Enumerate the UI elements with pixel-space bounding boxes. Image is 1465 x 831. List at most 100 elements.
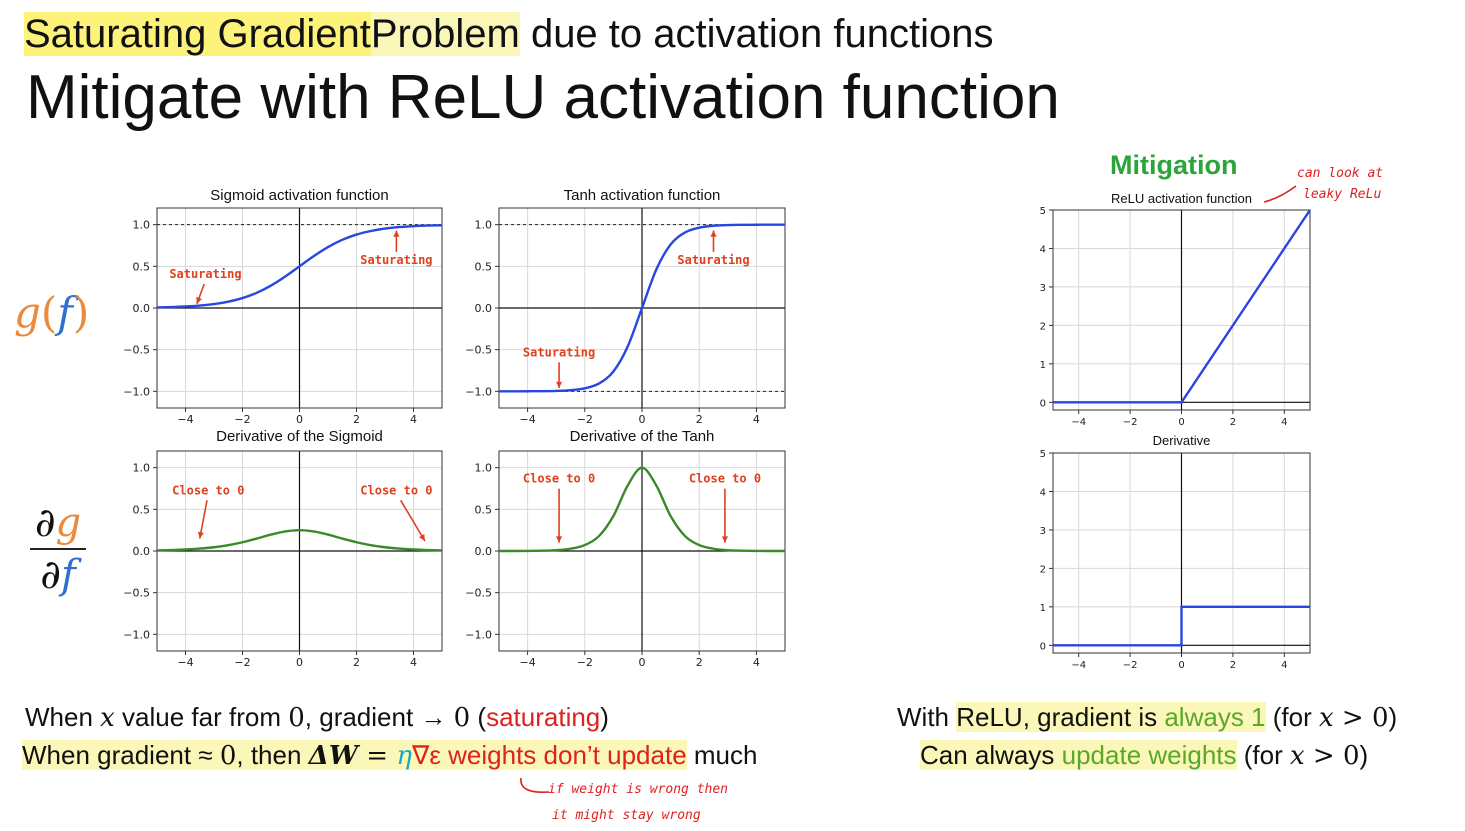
y-tick-label: 1.0 (475, 219, 493, 232)
y-tick-label: 0.5 (475, 260, 493, 273)
relu-note-stroke (1263, 185, 1297, 203)
title-rest: due to activation functions (519, 12, 994, 56)
y-tick-label: −0.5 (123, 587, 150, 600)
y-tick-label: 5 (1040, 206, 1046, 217)
y-tick-label: 2 (1040, 564, 1046, 575)
series-line (156, 528, 443, 552)
y-tick-label: 0.5 (133, 503, 151, 516)
x-tick-label: 2 (1230, 417, 1236, 428)
annotation-arrowhead (556, 381, 563, 388)
fraction-bar (30, 548, 86, 550)
annotation-label: Saturating (169, 267, 241, 281)
x-tick-label: 4 (753, 656, 760, 669)
y-tick-label: −0.5 (465, 344, 492, 357)
y-tick-label: 1 (1040, 360, 1046, 371)
annotation-arrowhead (197, 531, 204, 539)
slide-subtitle: Mitigate with ReLU activation function (26, 63, 1060, 132)
plot-frame (156, 207, 443, 409)
sigmoid-chart: −4 −2 0 2 4 −1.0 −0.5 0.0 0.5 1.0 Saturating Satura… (123, 207, 443, 426)
x-tick-label: −4 (1071, 660, 1086, 671)
bottom-note-line1: if weight is wrong then (548, 782, 729, 797)
bottom-note-line2: it might stay wrong (552, 808, 701, 823)
plot-title-tanh-derivative: Derivative of the Tanh (569, 428, 715, 445)
y-tick-label: −1.0 (465, 385, 492, 398)
y-tick-label: 0.5 (133, 260, 151, 273)
tanh-chart: −4 −2 0 2 4 −1.0 −0.5 0.0 0.5 1.0 Saturating Satura… (465, 207, 786, 426)
annotation-arrowhead (721, 536, 728, 543)
series-line (1053, 209, 1311, 404)
y-tick-label: −0.5 (123, 344, 150, 357)
bottom-right-line1: With ReLU, gradient is always 1 (for x >… (897, 702, 1398, 733)
annotation-label: Saturating (523, 345, 595, 359)
y-tick-label: 0 (1040, 398, 1046, 409)
relu-note-line1: can look at (1297, 166, 1384, 181)
plot-title-tanh: Tanh activation function (563, 187, 721, 204)
y-tick-label: −1.0 (465, 628, 492, 641)
mitigation-label: Mitigation (1110, 150, 1238, 180)
plot-title-relu-derivative: Derivative (1152, 433, 1211, 448)
x-tick-label: −2 (234, 656, 250, 669)
title-highlight-saturating: Saturating Gradient (24, 12, 371, 56)
plot-title-relu: ReLU activation function (1111, 191, 1252, 206)
x-tick-label: 4 (1281, 660, 1287, 671)
annotation-label: Saturating (677, 253, 749, 267)
x-tick-label: 0 (296, 413, 303, 426)
x-tick-label: 4 (410, 656, 417, 669)
x-tick-label: −2 (577, 656, 593, 669)
x-tick-label: −2 (234, 413, 250, 426)
plot-frame (156, 450, 443, 652)
y-tick-label: 0.0 (475, 545, 493, 558)
annotation-arrow (399, 499, 426, 542)
y-tick-label: 1 (1040, 603, 1046, 614)
y-tick-label: 4 (1040, 487, 1046, 498)
x-tick-label: 2 (353, 656, 360, 669)
annotation-label: Saturating (360, 253, 432, 267)
derivative-label: ∂g ∂f (30, 500, 86, 598)
x-tick-label: −2 (1123, 417, 1138, 428)
annotation-arrowhead (196, 296, 202, 304)
relu-note-line2: leaky ReLu (1303, 187, 1382, 202)
update-highlight: Can always update weights (920, 740, 1237, 770)
tanh-derivative-chart: −4 −2 0 2 4 −1.0 −0.5 0.0 0.5 1.0 Close to 0 Close … (465, 450, 786, 669)
y-tick-label: 3 (1040, 283, 1046, 294)
x-tick-label: −4 (519, 656, 535, 669)
x-tick-label: −2 (1123, 660, 1138, 671)
x-tick-label: 2 (696, 656, 703, 669)
x-tick-label: 2 (353, 413, 360, 426)
y-tick-label: 0 (1040, 641, 1046, 652)
plot-title-sigmoid: Sigmoid activation function (210, 187, 389, 204)
x-tick-label: 2 (696, 413, 703, 426)
x-tick-label: −2 (577, 413, 593, 426)
series-line (156, 224, 443, 309)
series-line (498, 466, 786, 553)
annotation-arrowhead (393, 230, 400, 237)
y-tick-label: 5 (1040, 449, 1046, 460)
slide-title: Saturating GradientProblem due to activa… (24, 12, 993, 57)
relu-derivative-chart: −4 −2 0 2 4 0 1 2 3 4 5 (1040, 449, 1311, 671)
x-tick-label: 0 (1178, 660, 1184, 671)
y-tick-label: 0.5 (475, 503, 493, 516)
g-of-f-label: g(f) (14, 288, 90, 337)
x-tick-label: −4 (1071, 417, 1086, 428)
plot-frame (1052, 452, 1311, 654)
x-tick-label: 2 (1230, 660, 1236, 671)
x-tick-label: 0 (296, 656, 303, 669)
relu-chart: −4 −2 0 2 4 0 1 2 3 4 5 (1040, 206, 1311, 428)
plot-frame (498, 207, 786, 409)
bottom-left-line1: When x value far from 0, gradient → 0 (s… (25, 702, 609, 733)
derivative-numerator: ∂g (34, 500, 82, 546)
x-tick-label: 0 (639, 413, 646, 426)
y-tick-label: 4 (1040, 244, 1046, 255)
annotation-arrowhead (419, 534, 425, 541)
relu-highlight: ReLU, gradient is always 1 (956, 702, 1266, 732)
x-tick-label: 0 (1178, 417, 1184, 428)
y-tick-label: −0.5 (465, 587, 492, 600)
y-tick-label: 3 (1040, 526, 1046, 537)
title-highlight-problem: Problem (370, 12, 520, 56)
y-tick-label: 0.0 (133, 302, 151, 315)
annotation-arrowhead (556, 536, 563, 543)
annotation-label: Close to 0 (523, 472, 595, 486)
series-line (498, 223, 786, 393)
x-tick-label: 4 (410, 413, 417, 426)
annotation-arrow (198, 500, 208, 539)
